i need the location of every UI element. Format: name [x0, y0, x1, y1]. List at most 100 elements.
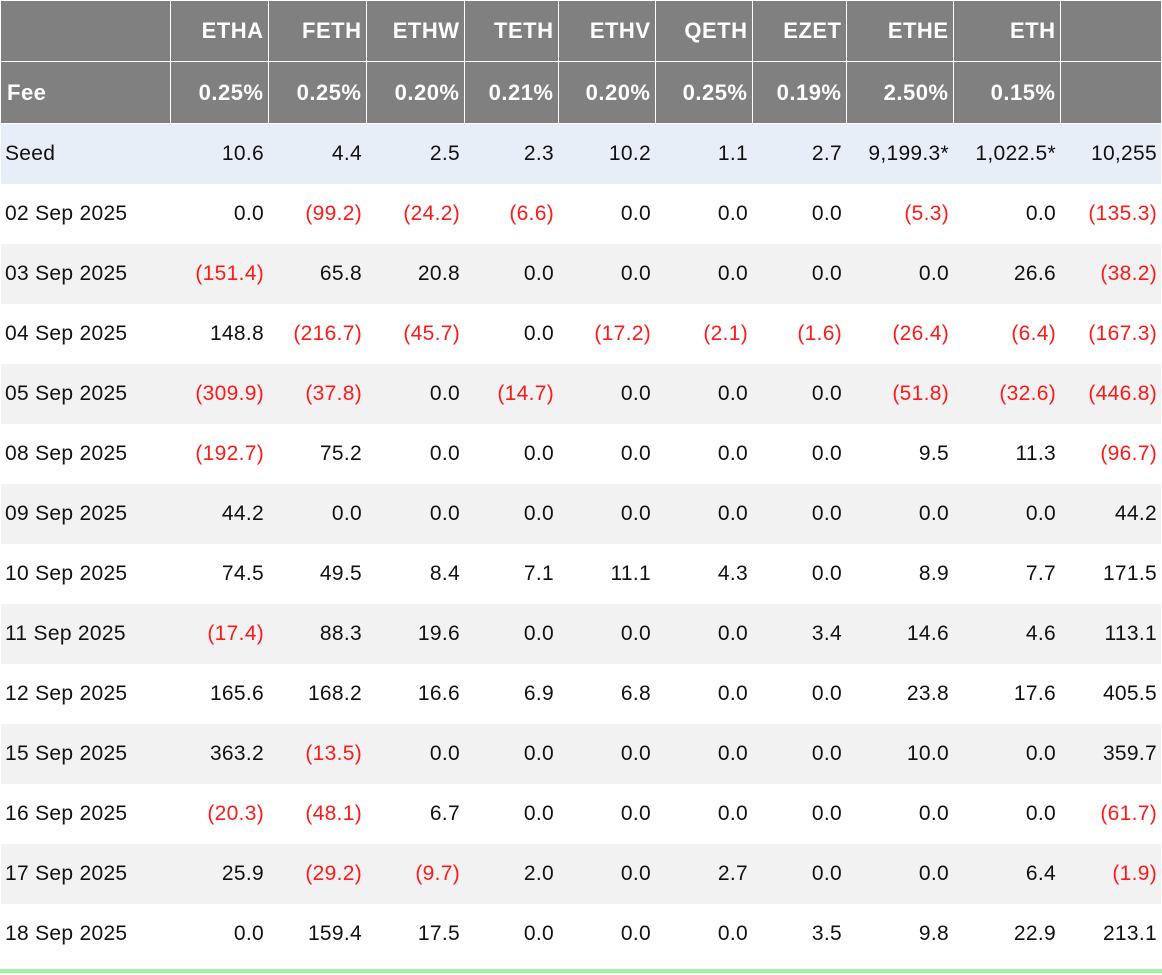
flow-cell: 4.3	[655, 544, 752, 604]
flow-cell: (167.3)	[1060, 304, 1161, 364]
flow-cell: 20.8	[366, 244, 464, 304]
flow-cell: 165.6	[170, 664, 268, 724]
flow-cell: (13.5)	[268, 724, 366, 784]
flow-cell: 74.5	[170, 544, 268, 604]
flow-cell: 363.2	[170, 724, 268, 784]
flow-cell: 10.0	[846, 724, 953, 784]
flow-cell: (192.7)	[170, 424, 268, 484]
flow-cell: 0.0	[268, 484, 366, 544]
table-body: Seed 10.6 4.4 2.5 2.3 10.2 1.1 2.7 9,199…	[1, 123, 1161, 964]
column-header-eth: ETH	[953, 1, 1061, 62]
flow-cell: (20.3)	[170, 784, 268, 844]
flow-cell: 49.5	[268, 544, 366, 604]
flow-cell: 0.0	[752, 664, 846, 724]
flow-cell: 0.0	[558, 424, 655, 484]
flow-cell: (5.3)	[846, 184, 953, 244]
table-row: 09 Sep 2025 44.2 0.0 0.0 0.0 0.0 0.0 0.0 0.0 0.0 4…	[1, 484, 1161, 544]
seed-value: 1.1	[655, 123, 752, 184]
flow-cell: 0.0	[464, 904, 558, 964]
flow-cell: (45.7)	[366, 304, 464, 364]
flow-cell: 0.0	[558, 484, 655, 544]
fee-row: Fee 0.25% 0.25% 0.20% 0.21% 0.20% 0.25% …	[1, 61, 1161, 124]
flow-cell: 11.1	[558, 544, 655, 604]
flow-cell: 0.0	[655, 904, 752, 964]
row-date: 05 Sep 2025	[1, 364, 170, 424]
flow-cell: 0.0	[464, 304, 558, 364]
flow-cell: 171.5	[1060, 544, 1161, 604]
flow-cell: (61.7)	[1060, 784, 1161, 844]
column-header-qeth: QETH	[655, 1, 753, 62]
column-header-ethw: ETHW	[366, 1, 465, 62]
flow-cell: (96.7)	[1060, 424, 1161, 484]
flow-cell: 0.0	[655, 484, 752, 544]
seed-value: 2.3	[464, 123, 558, 184]
table-row: 15 Sep 2025 363.2 (13.5) 0.0 0.0 0.0 0.0 0.0 10.…	[1, 724, 1161, 784]
column-header-ethv: ETHV	[558, 1, 656, 62]
flow-cell: 0.0	[846, 484, 953, 544]
flow-cell: (48.1)	[268, 784, 366, 844]
flow-cell: 0.0	[558, 844, 655, 904]
table-row: 11 Sep 2025 (17.4) 88.3 19.6 0.0 0.0 0.0 3.4 14.…	[1, 604, 1161, 664]
flow-cell: (151.4)	[170, 244, 268, 304]
column-header-ethe: ETHE	[846, 1, 954, 62]
fee-value: 0.25%	[170, 61, 269, 124]
flow-cell: 405.5	[1060, 664, 1161, 724]
column-header-teth: TETH	[464, 1, 559, 62]
seed-value: 10.6	[170, 123, 268, 184]
flow-cell: 113.1	[1060, 604, 1161, 664]
table-row: 12 Sep 2025 165.6 168.2 16.6 6.9 6.8 0.0 0.0 23.…	[1, 664, 1161, 724]
ticker-header-row: ETHA FETH ETHW TETH ETHV QETH EZET ETHE …	[1, 1, 1161, 62]
flow-cell: 16.6	[366, 664, 464, 724]
corner-cell	[1, 1, 171, 62]
flow-cell: 88.3	[268, 604, 366, 664]
row-date: 08 Sep 2025	[1, 424, 170, 484]
seed-value: 10,255	[1060, 123, 1161, 184]
flow-cell: 0.0	[366, 364, 464, 424]
flow-cell: 0.0	[464, 484, 558, 544]
table-row: 05 Sep 2025 (309.9) (37.8) 0.0 (14.7) 0.0 0.0 0…	[1, 364, 1161, 424]
table-row: 10 Sep 2025 74.5 49.5 8.4 7.1 11.1 4.3 0.0 8.9 7.…	[1, 544, 1161, 604]
row-date: 18 Sep 2025	[1, 904, 170, 964]
flow-cell: 9.5	[846, 424, 953, 484]
flow-cell: 22.9	[953, 904, 1060, 964]
flow-cell: 23.8	[846, 664, 953, 724]
flow-cell: 0.0	[655, 604, 752, 664]
flow-cell: 0.0	[846, 784, 953, 844]
flow-cell: (99.2)	[268, 184, 366, 244]
flow-cell: (14.7)	[464, 364, 558, 424]
flow-cell: 0.0	[464, 724, 558, 784]
fee-value: 0.20%	[366, 61, 465, 124]
table-row: 18 Sep 2025 0.0 159.4 17.5 0.0 0.0 0.0 3.5 9.8 22…	[1, 904, 1161, 964]
flow-cell: 0.0	[752, 484, 846, 544]
flow-cell: 9.8	[846, 904, 953, 964]
flow-cell: (37.8)	[268, 364, 366, 424]
flow-cell: 6.9	[464, 664, 558, 724]
flow-cell: (1.6)	[752, 304, 846, 364]
flow-cell: 4.6	[953, 604, 1060, 664]
flow-cell: 11.3	[953, 424, 1060, 484]
fee-value: 0.15%	[953, 61, 1061, 124]
flow-cell: (216.7)	[268, 304, 366, 364]
flow-cell: 0.0	[366, 484, 464, 544]
row-date: 15 Sep 2025	[1, 724, 170, 784]
flow-cell: (26.4)	[846, 304, 953, 364]
flow-cell: 3.4	[752, 604, 846, 664]
flow-cell: 0.0	[655, 244, 752, 304]
seed-label: Seed	[1, 123, 170, 184]
flow-cell: 26.6	[953, 244, 1060, 304]
table-row: 08 Sep 2025 (192.7) 75.2 0.0 0.0 0.0 0.0 0.0 9.5…	[1, 424, 1161, 484]
row-date: 16 Sep 2025	[1, 784, 170, 844]
flow-cell: (32.6)	[953, 364, 1060, 424]
flow-cell: (446.8)	[1060, 364, 1161, 424]
row-date: 11 Sep 2025	[1, 604, 170, 664]
column-header-etha: ETHA	[170, 1, 269, 62]
seed-value: 2.5	[366, 123, 464, 184]
flow-cell: (1.9)	[1060, 844, 1161, 904]
table-header: ETHA FETH ETHW TETH ETHV QETH EZET ETHE …	[1, 1, 1161, 124]
flow-cell: (38.2)	[1060, 244, 1161, 304]
flow-cell: 0.0	[846, 844, 953, 904]
flow-cell: 0.0	[558, 604, 655, 664]
flow-cell: 213.1	[1060, 904, 1161, 964]
flow-cell: 0.0	[655, 424, 752, 484]
